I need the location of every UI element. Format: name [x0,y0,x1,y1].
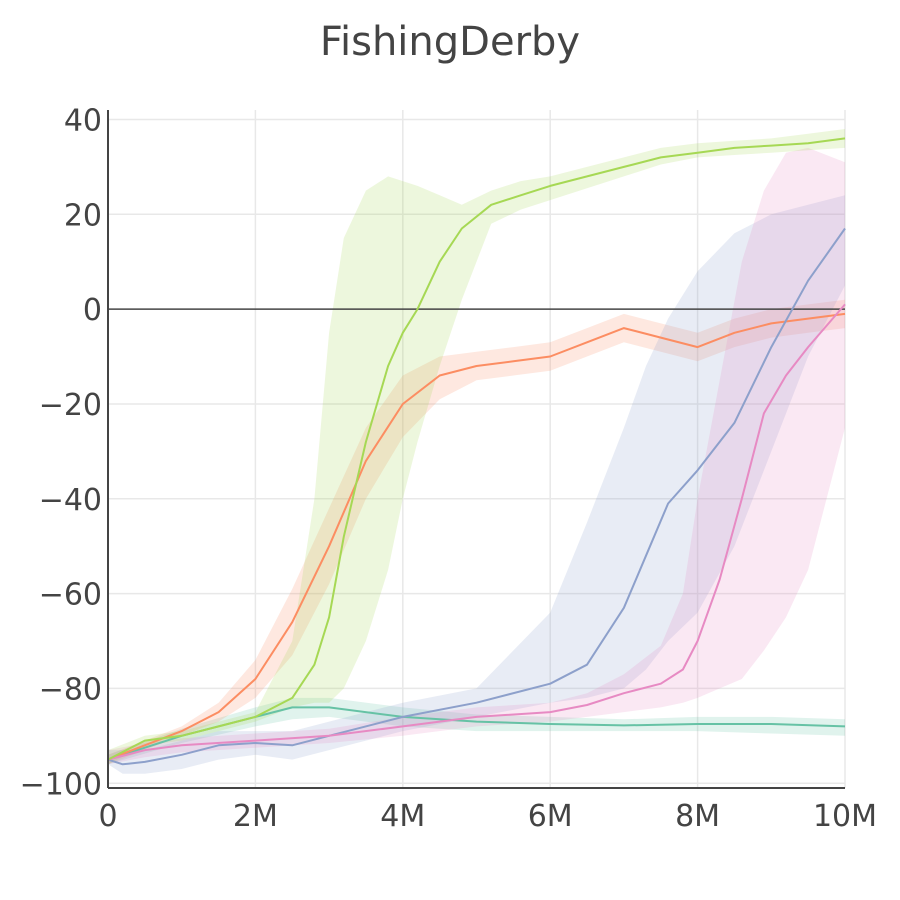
x-tick-label: 0 [98,799,117,834]
series-5-line [107,137,846,761]
series-1-band [108,697,845,765]
x-tick-label: 8M [675,799,720,834]
y-tick-label: 20 [64,198,102,233]
x-tick-label: 6M [528,799,573,834]
y-tick-labels: 40 20 0 −20 −40 −60 −80 −100 [20,103,102,802]
y-tick-label: −40 [39,483,102,518]
y-tick-label: −20 [39,388,102,423]
x-tick-label: 10M [813,799,877,834]
series-5-band [108,129,845,765]
chart-title: FishingDerby [320,19,580,65]
x-tick-label: 4M [380,799,425,834]
series-3-band [108,195,845,774]
y-tick-label: 0 [83,293,102,328]
y-tick-label: −60 [39,578,102,613]
x-tick-label: 2M [233,799,278,834]
series-2-band [108,299,845,765]
y-tick-label: −80 [39,672,102,707]
series-2-line [107,312,846,761]
series-3-line [107,227,846,766]
y-tick-label: −100 [20,767,102,802]
grid-layer [108,110,846,788]
x-tick-labels: 0 2M 4M 6M 8M 10M [98,799,877,834]
series-4-line [107,303,846,761]
series-lines [107,137,846,766]
series-4-band [108,147,845,765]
y-tick-label: 40 [64,103,102,138]
confidence-bands [108,129,845,774]
